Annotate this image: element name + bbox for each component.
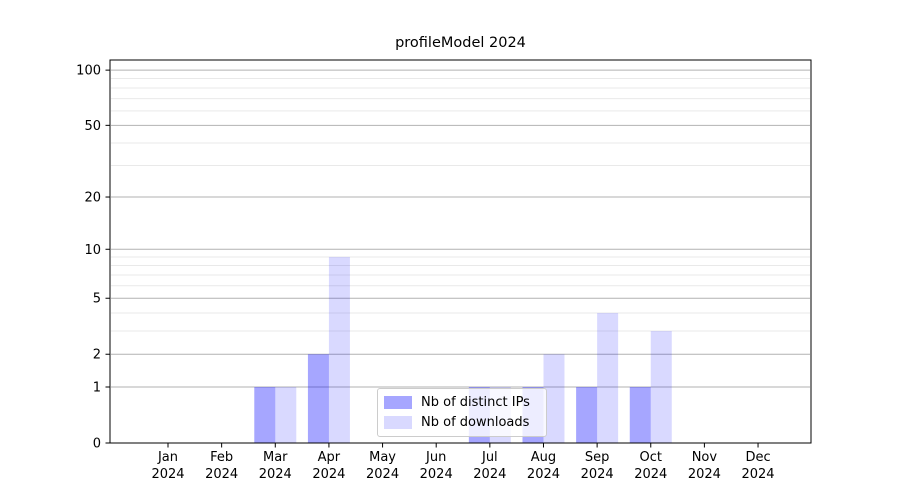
y-tick-label-2: 2	[93, 348, 101, 363]
y-tick-label-10: 10	[84, 243, 101, 258]
bar-downloads-oct	[650, 330, 672, 443]
y-tick-label-1: 1	[93, 380, 101, 395]
y-tick-label-50: 50	[84, 119, 101, 134]
bar-downloads-mar	[275, 386, 297, 443]
bar-downloads-aug	[543, 354, 565, 443]
legend-label-distinct-ips: Nb of distinct IPs	[421, 395, 530, 411]
legend-item-distinct-ips: Nb of distinct IPs	[384, 395, 539, 410]
x-tick-label-jul: Jul 2024	[473, 450, 506, 482]
x-tick-label-aug: Aug 2024	[527, 450, 560, 482]
legend-label-downloads: Nb of downloads	[421, 414, 530, 430]
bar-downloads-apr	[328, 256, 350, 443]
x-tick-label-may: May 2024	[366, 450, 399, 482]
x-tick-label-nov: Nov 2024	[688, 450, 721, 482]
legend-item-downloads: Nb of downloads	[384, 415, 539, 430]
x-tick-label-apr: Apr 2024	[312, 450, 345, 482]
x-tick-label-oct: Oct 2024	[634, 450, 667, 482]
y-tick-label-100: 100	[76, 64, 101, 79]
legend: Nb of distinct IPs Nb of downloads	[377, 388, 547, 437]
y-tick-label-0: 0	[93, 437, 101, 452]
x-tick-label-dec: Dec 2024	[741, 450, 774, 482]
legend-swatch-distinct-ips	[384, 396, 412, 410]
bar-distinct-ips-mar	[254, 386, 276, 443]
plot-frame	[109, 59, 812, 444]
bar-distinct-ips-sep	[576, 386, 598, 443]
chart-title: profileModel 2024	[395, 35, 526, 51]
y-tick-label-20: 20	[84, 191, 101, 206]
x-tick-label-feb: Feb 2024	[205, 450, 238, 482]
bar-distinct-ips-apr	[307, 354, 329, 443]
y-tick-label-5: 5	[93, 292, 101, 307]
legend-swatch-downloads	[384, 415, 412, 429]
bar-downloads-sep	[597, 312, 619, 443]
x-tick-label-jun: Jun 2024	[420, 450, 453, 482]
x-tick-label-jan: Jan 2024	[151, 450, 184, 482]
x-tick-label-sep: Sep 2024	[581, 450, 614, 482]
bar-distinct-ips-oct	[629, 386, 651, 443]
x-tick-label-mar: Mar 2024	[259, 450, 292, 482]
